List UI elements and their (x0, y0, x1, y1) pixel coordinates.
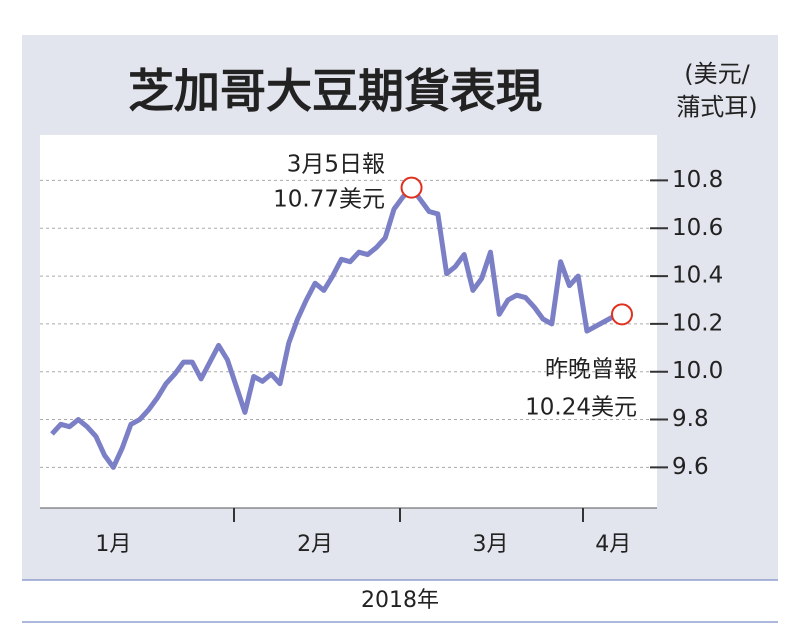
y-tick-label: 10.4 (672, 263, 723, 289)
annotation: 10.77美元 (273, 187, 385, 213)
line (50, 185, 623, 470)
highlight-marker (400, 176, 423, 199)
footer-band (22, 580, 778, 622)
unit-label: (美元/ (684, 60, 750, 88)
x-tick-label: 3月 (472, 532, 508, 557)
y-tick-label: 10.8 (672, 167, 723, 193)
y-tick-label: 9.6 (672, 454, 709, 480)
annotation: 昨晚曾報 (545, 357, 637, 383)
x-tick-label: 1月 (95, 532, 131, 557)
chart-title: 芝加哥大豆期貨表現 (128, 64, 542, 118)
x-tick-label: 2月 (297, 532, 333, 557)
y-tick-label: 10.6 (672, 215, 723, 241)
annotation: 3月5日報 (287, 152, 385, 178)
annotation: 10.24美元 (525, 395, 637, 421)
unit-label: 蒲式耳) (676, 93, 757, 121)
x-axis-label: 2018年 (361, 588, 439, 613)
y-tick-label: 9.8 (672, 406, 709, 432)
y-tick-label: 10.2 (672, 310, 723, 336)
y-tick-label: 10.0 (672, 358, 723, 384)
x-tick-label: 4月 (595, 532, 631, 557)
highlight-marker (611, 303, 633, 326)
